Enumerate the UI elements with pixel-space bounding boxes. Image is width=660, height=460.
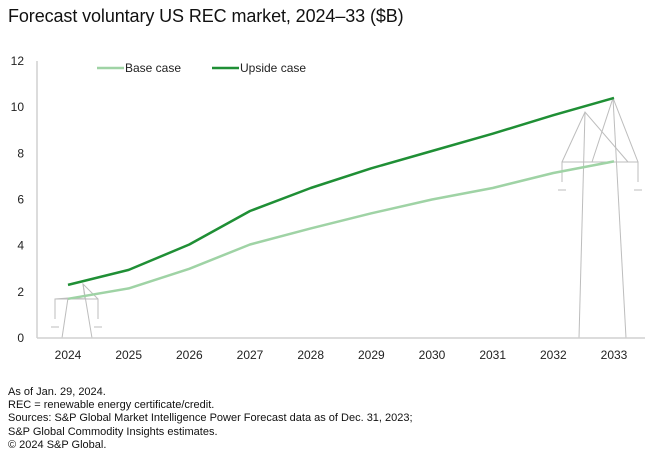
chart-notes: As of Jan. 29, 2024. REC = renewable ene…: [8, 386, 413, 452]
y-tick-label: 0: [17, 331, 24, 345]
note-sources: Sources: S&P Global Market Intelligence …: [8, 412, 413, 425]
legend: Base case Upside case: [97, 61, 306, 75]
x-tick-label: 2025: [115, 348, 142, 362]
note-sources-cont: S&P Global Commodity Insights estimates.: [8, 425, 218, 438]
legend-label: Upside case: [240, 61, 306, 75]
pylon-icon: [51, 282, 102, 339]
x-tick-label: 2031: [479, 348, 506, 362]
x-tick-label: 2029: [358, 348, 385, 362]
y-tick-labels: 0 2 4 6 8 10 12: [11, 54, 25, 345]
y-tick-label: 12: [11, 54, 25, 68]
note-date: As of Jan. 29, 2024.: [8, 386, 106, 398]
x-tick-label: 2027: [237, 348, 264, 362]
y-tick-label: 6: [17, 193, 24, 207]
x-tick-label: 2033: [601, 348, 628, 362]
series-line-base-case: [67, 160, 615, 301]
x-tick-labels: 2024 2025 2026 2027 2028 2029 2030 2031 2032 2033: [55, 348, 628, 362]
legend-label: Base case: [125, 61, 181, 75]
note-definition: REC = renewable energy certificate/credi…: [8, 399, 215, 412]
x-tick-label: 2024: [55, 348, 82, 362]
note-copyright: © 2024 S&P Global.: [8, 438, 107, 451]
pylon-icon: [558, 96, 642, 339]
series-line-upside-case: [67, 96, 615, 287]
x-tick-label: 2028: [297, 348, 324, 362]
pylon-decorations: [51, 96, 642, 339]
x-tick-label: 2030: [419, 348, 446, 362]
y-tick-label: 2: [17, 285, 24, 299]
x-tick-label: 2026: [176, 348, 203, 362]
x-tick-label: 2032: [540, 348, 567, 362]
y-tick-label: 4: [17, 239, 24, 253]
y-tick-label: 10: [11, 100, 25, 114]
y-tick-label: 8: [17, 146, 24, 160]
series-lines: [67, 96, 615, 301]
chart-title: Forecast voluntary US REC market, 2024–3…: [8, 6, 404, 26]
